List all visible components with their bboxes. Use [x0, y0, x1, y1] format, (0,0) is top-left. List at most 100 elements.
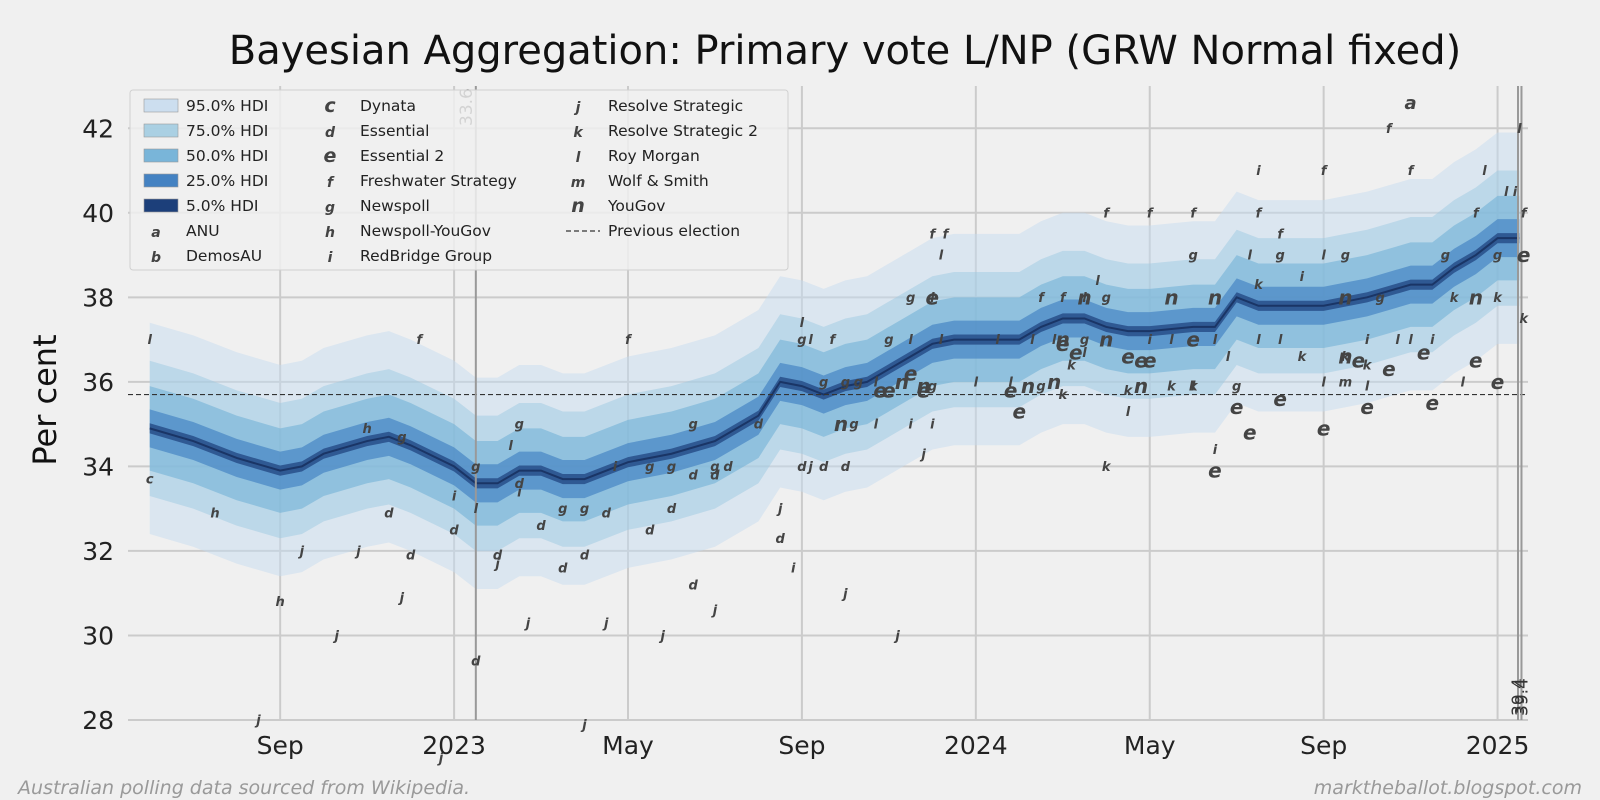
poll-marker: g	[710, 460, 719, 475]
legend-label: YouGov	[607, 197, 665, 215]
poll-marker: l	[1008, 375, 1013, 390]
poll-marker: l	[874, 375, 879, 390]
poll-marker: e	[1004, 378, 1018, 402]
legend-label: Newspoll	[360, 197, 430, 215]
x-tick-label: May	[1124, 731, 1176, 760]
poll-marker: g	[797, 333, 806, 348]
poll-marker: g	[854, 375, 863, 390]
poll-marker: e	[1243, 421, 1257, 445]
legend-marker: j	[574, 100, 581, 116]
poll-marker: l	[1052, 333, 1057, 348]
poll-marker: g	[849, 418, 858, 433]
legend-label: DemosAU	[186, 247, 262, 265]
poll-marker: d	[797, 460, 807, 475]
poll-marker: l	[1126, 405, 1131, 420]
poll-marker: n	[1338, 345, 1352, 369]
poll-marker: f	[930, 227, 938, 242]
poll-marker: g	[884, 333, 893, 348]
poll-marker: e	[1273, 387, 1287, 411]
median-line	[149, 237, 1520, 485]
legend-band-swatch	[143, 98, 179, 113]
legend-marker: n	[571, 195, 585, 217]
legend-band-swatch	[143, 123, 179, 138]
poll-marker: i	[908, 418, 913, 433]
poll-marker: j	[659, 629, 666, 644]
poll-marker: i	[1213, 443, 1218, 458]
poll-marker: d	[558, 561, 568, 576]
legend-marker: i	[328, 250, 333, 266]
poll-marker: i	[1513, 185, 1518, 200]
poll-marker: g	[1493, 249, 1502, 264]
poll-marker: d	[754, 418, 764, 433]
poll-marker: k	[1167, 380, 1177, 395]
poll-marker: d	[723, 460, 733, 475]
poll-marker: e	[873, 378, 887, 402]
poll-marker: g	[558, 502, 567, 517]
poll-marker: k	[1341, 350, 1351, 365]
poll-marker: g	[1080, 333, 1089, 348]
poll-marker: n	[1056, 328, 1070, 352]
hdi-band	[149, 195, 1520, 526]
poll-marker: g	[1036, 380, 1045, 395]
poll-marker: e	[1317, 416, 1331, 440]
legend-marker: e	[324, 145, 337, 167]
x-tick-label: 2024	[944, 731, 1008, 760]
poll-marker: l	[1191, 380, 1196, 395]
poll-marker: d	[406, 549, 416, 564]
legend-label: RedBridge Group	[360, 247, 492, 265]
poll-marker: l	[974, 375, 979, 390]
poll-marker: j	[437, 752, 444, 767]
poll-marker: l	[474, 502, 479, 517]
poll-marker: l	[1095, 274, 1100, 289]
legend-marker: m	[571, 175, 586, 191]
poll-marker: l	[1278, 333, 1283, 348]
poll-marker: i	[452, 490, 457, 505]
poll-marker: l	[1082, 291, 1087, 306]
poll-marker: g	[397, 430, 406, 445]
legend-marker: a	[151, 225, 160, 241]
poll-marker: e	[1426, 391, 1440, 415]
poll-marker: g	[689, 418, 698, 433]
poll-marker: j	[806, 460, 813, 475]
poll-marker: d	[776, 532, 786, 547]
poll-marker: g	[515, 418, 524, 433]
poll-marker: g	[1376, 291, 1385, 306]
poll-marker: n	[917, 374, 931, 398]
poll-marker: l	[148, 333, 153, 348]
poll-marker: e	[1208, 459, 1222, 483]
poll-marker: a	[1405, 93, 1417, 114]
poll-marker: d	[710, 468, 720, 483]
poll-marker: c	[146, 473, 154, 488]
poll-marker: l	[939, 333, 944, 348]
poll-marker: n	[1021, 374, 1035, 398]
poll-marker: f	[1321, 164, 1329, 179]
footer-source: Australian polling data sourced from Wik…	[16, 777, 470, 799]
poll-marker: f	[1256, 206, 1264, 221]
legend-label: 75.0% HDI	[186, 122, 268, 140]
poll-marker: f	[830, 333, 838, 348]
poll-marker: g	[1232, 380, 1241, 395]
chart-title: Bayesian Aggregation: Primary vote L/NP …	[229, 28, 1461, 74]
poll-marker: e	[882, 378, 896, 402]
poll-marker: k	[1254, 278, 1264, 293]
legend-marker: d	[325, 125, 336, 141]
legend-label: Dynata	[360, 97, 416, 115]
poll-marker: f	[625, 333, 633, 348]
poll-marker: f	[943, 227, 951, 242]
legend: 95.0% HDI 75.0% HDI 50.0% HDI 25.0% HDI 5.0%…	[129, 89, 789, 271]
x-tick-label: 2025	[1466, 731, 1530, 760]
hdi-bands	[149, 132, 1520, 589]
poll-marker: k	[1519, 312, 1529, 327]
legend-marker: b	[151, 250, 161, 266]
poll-marker: d	[580, 549, 590, 564]
poll-marker: e	[1491, 370, 1505, 394]
poll-marker: f	[1277, 227, 1285, 242]
poll-marker: k	[1124, 384, 1134, 399]
y-tick-label: 36	[82, 368, 114, 397]
poll-marker: j	[298, 544, 305, 559]
legend-label: Wolf & Smith	[608, 172, 709, 190]
poll-marker: l	[1504, 185, 1509, 200]
poll-marker: i	[1148, 333, 1153, 348]
poll-marker: g	[471, 460, 480, 475]
